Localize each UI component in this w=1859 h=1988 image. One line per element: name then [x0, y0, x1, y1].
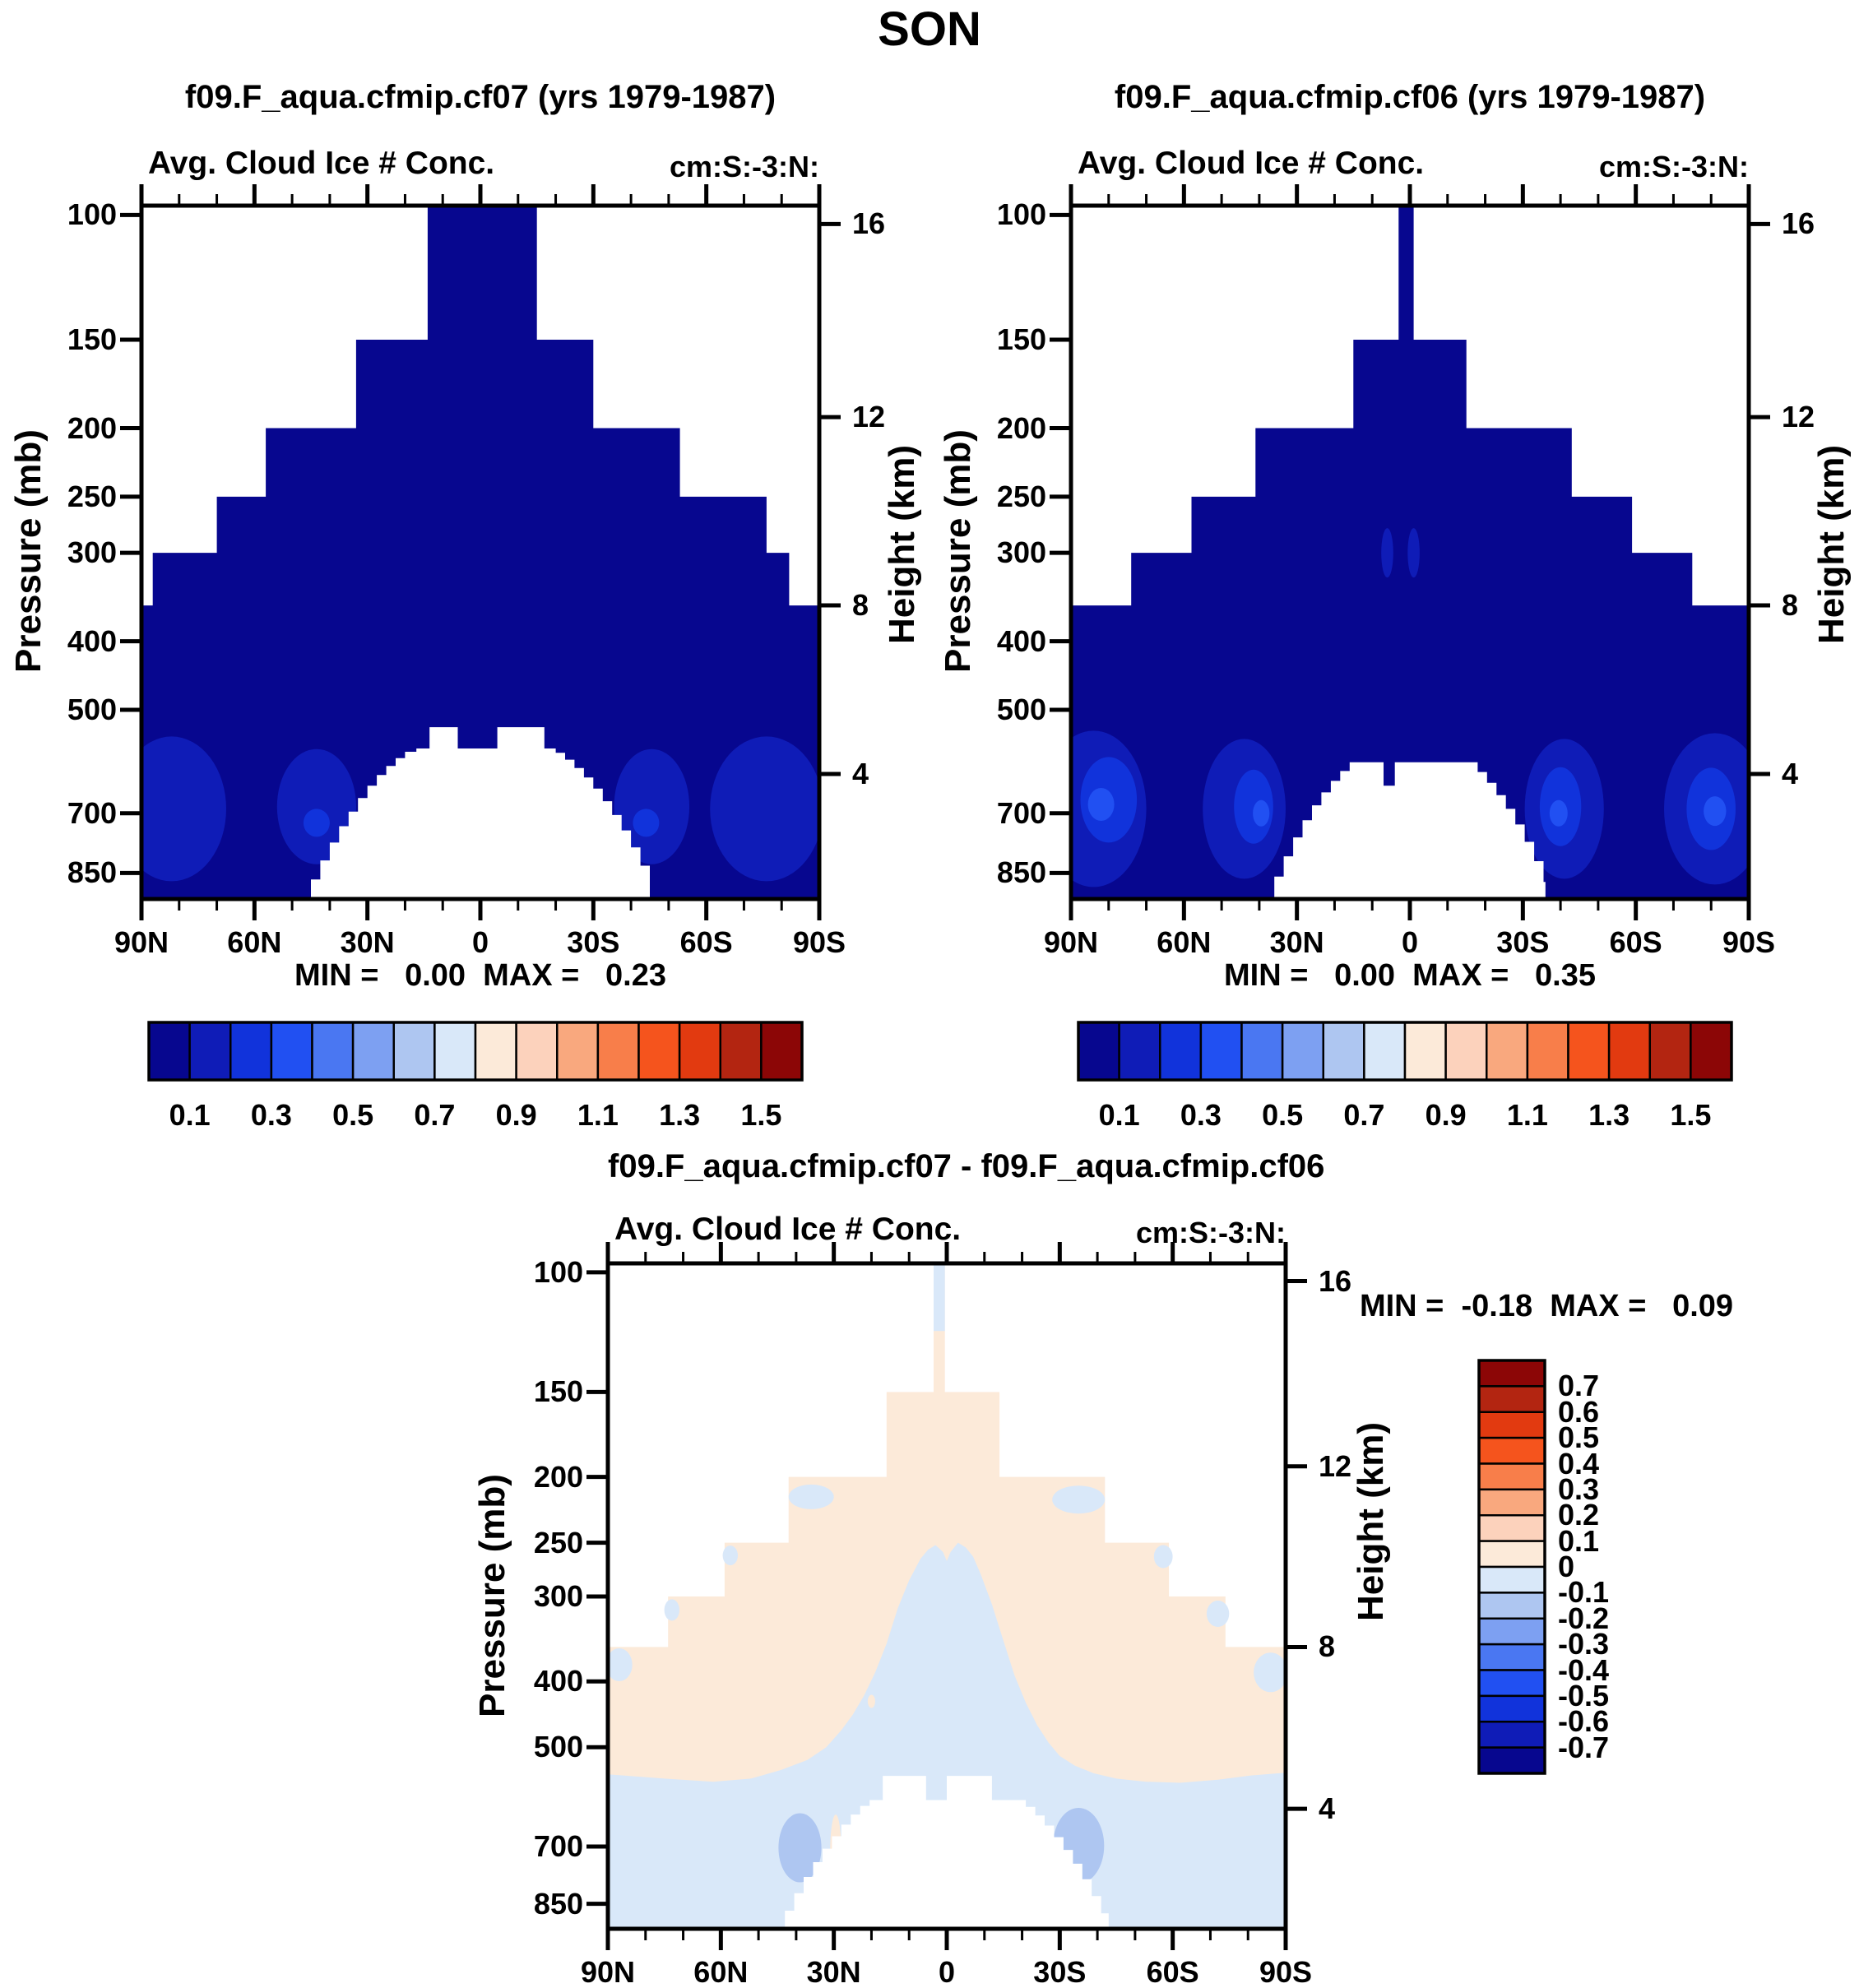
- spike-tip-negative: [934, 1263, 945, 1332]
- axes-frame: [1050, 184, 1770, 920]
- corner-neg-300mb-south: [1206, 1601, 1230, 1627]
- pos-island-466mb: [828, 1717, 840, 1735]
- corner-neg-200mb-south: [1052, 1485, 1106, 1514]
- axes-frame: [586, 1242, 1307, 1950]
- region-neg0.1-0-lower-troposphere: [608, 1542, 1286, 1929]
- corner-neg-8km-north: [608, 1648, 633, 1681]
- core-0.3-0.4-south-polar: [1704, 796, 1727, 827]
- corner-neg-200mb-north: [788, 1484, 834, 1509]
- blob-neg0.2-neg0.1-north: [778, 1813, 822, 1883]
- core-0.3-0.4-south-midlat: [1549, 799, 1568, 827]
- contour-field-diff: [608, 1263, 1286, 1929]
- contour-field-cf07: [141, 206, 819, 899]
- contour-field-cf06: [1071, 206, 1749, 899]
- oval-0.1-0.2-300mb-north: [1381, 528, 1393, 578]
- colorbar-horizontal: [147, 1021, 804, 1082]
- core-0.3-0.4-north-midlat: [1253, 799, 1270, 827]
- blob-0.1-0.2-north-polar: [141, 736, 226, 882]
- axes-frame: [120, 184, 841, 920]
- colorbar-horizontal: [1077, 1021, 1733, 1082]
- below-contour-surface-mountain: [311, 727, 650, 899]
- core-0.2-0.3-north-midlat: [303, 809, 330, 837]
- below-contour-surface-mountain: [1274, 762, 1546, 899]
- oval-0.1-0.2-300mb-south: [1407, 528, 1420, 578]
- colorbar-vertical: [1477, 1359, 1546, 1775]
- blob-0.1-0.2-south-polar: [710, 736, 819, 882]
- corner-neg-250mb-south: [1153, 1545, 1173, 1569]
- region-0.0-0.1: [141, 206, 819, 899]
- core-0.3-0.4-north-polar: [1087, 788, 1115, 821]
- corner-neg-300mb-north: [664, 1599, 679, 1621]
- blob-0.1-0.2-north-midlat: [276, 748, 356, 864]
- corner-neg-250mb-north: [722, 1545, 738, 1566]
- core-0.2-0.3-south-midlat: [633, 809, 660, 837]
- pos-island-428mb: [867, 1694, 875, 1708]
- blob-0.1-0.2-south-midlat: [614, 748, 690, 864]
- corner-neg-8km-south: [1254, 1652, 1286, 1693]
- below-contour-surface-mountain: [785, 1776, 1109, 1929]
